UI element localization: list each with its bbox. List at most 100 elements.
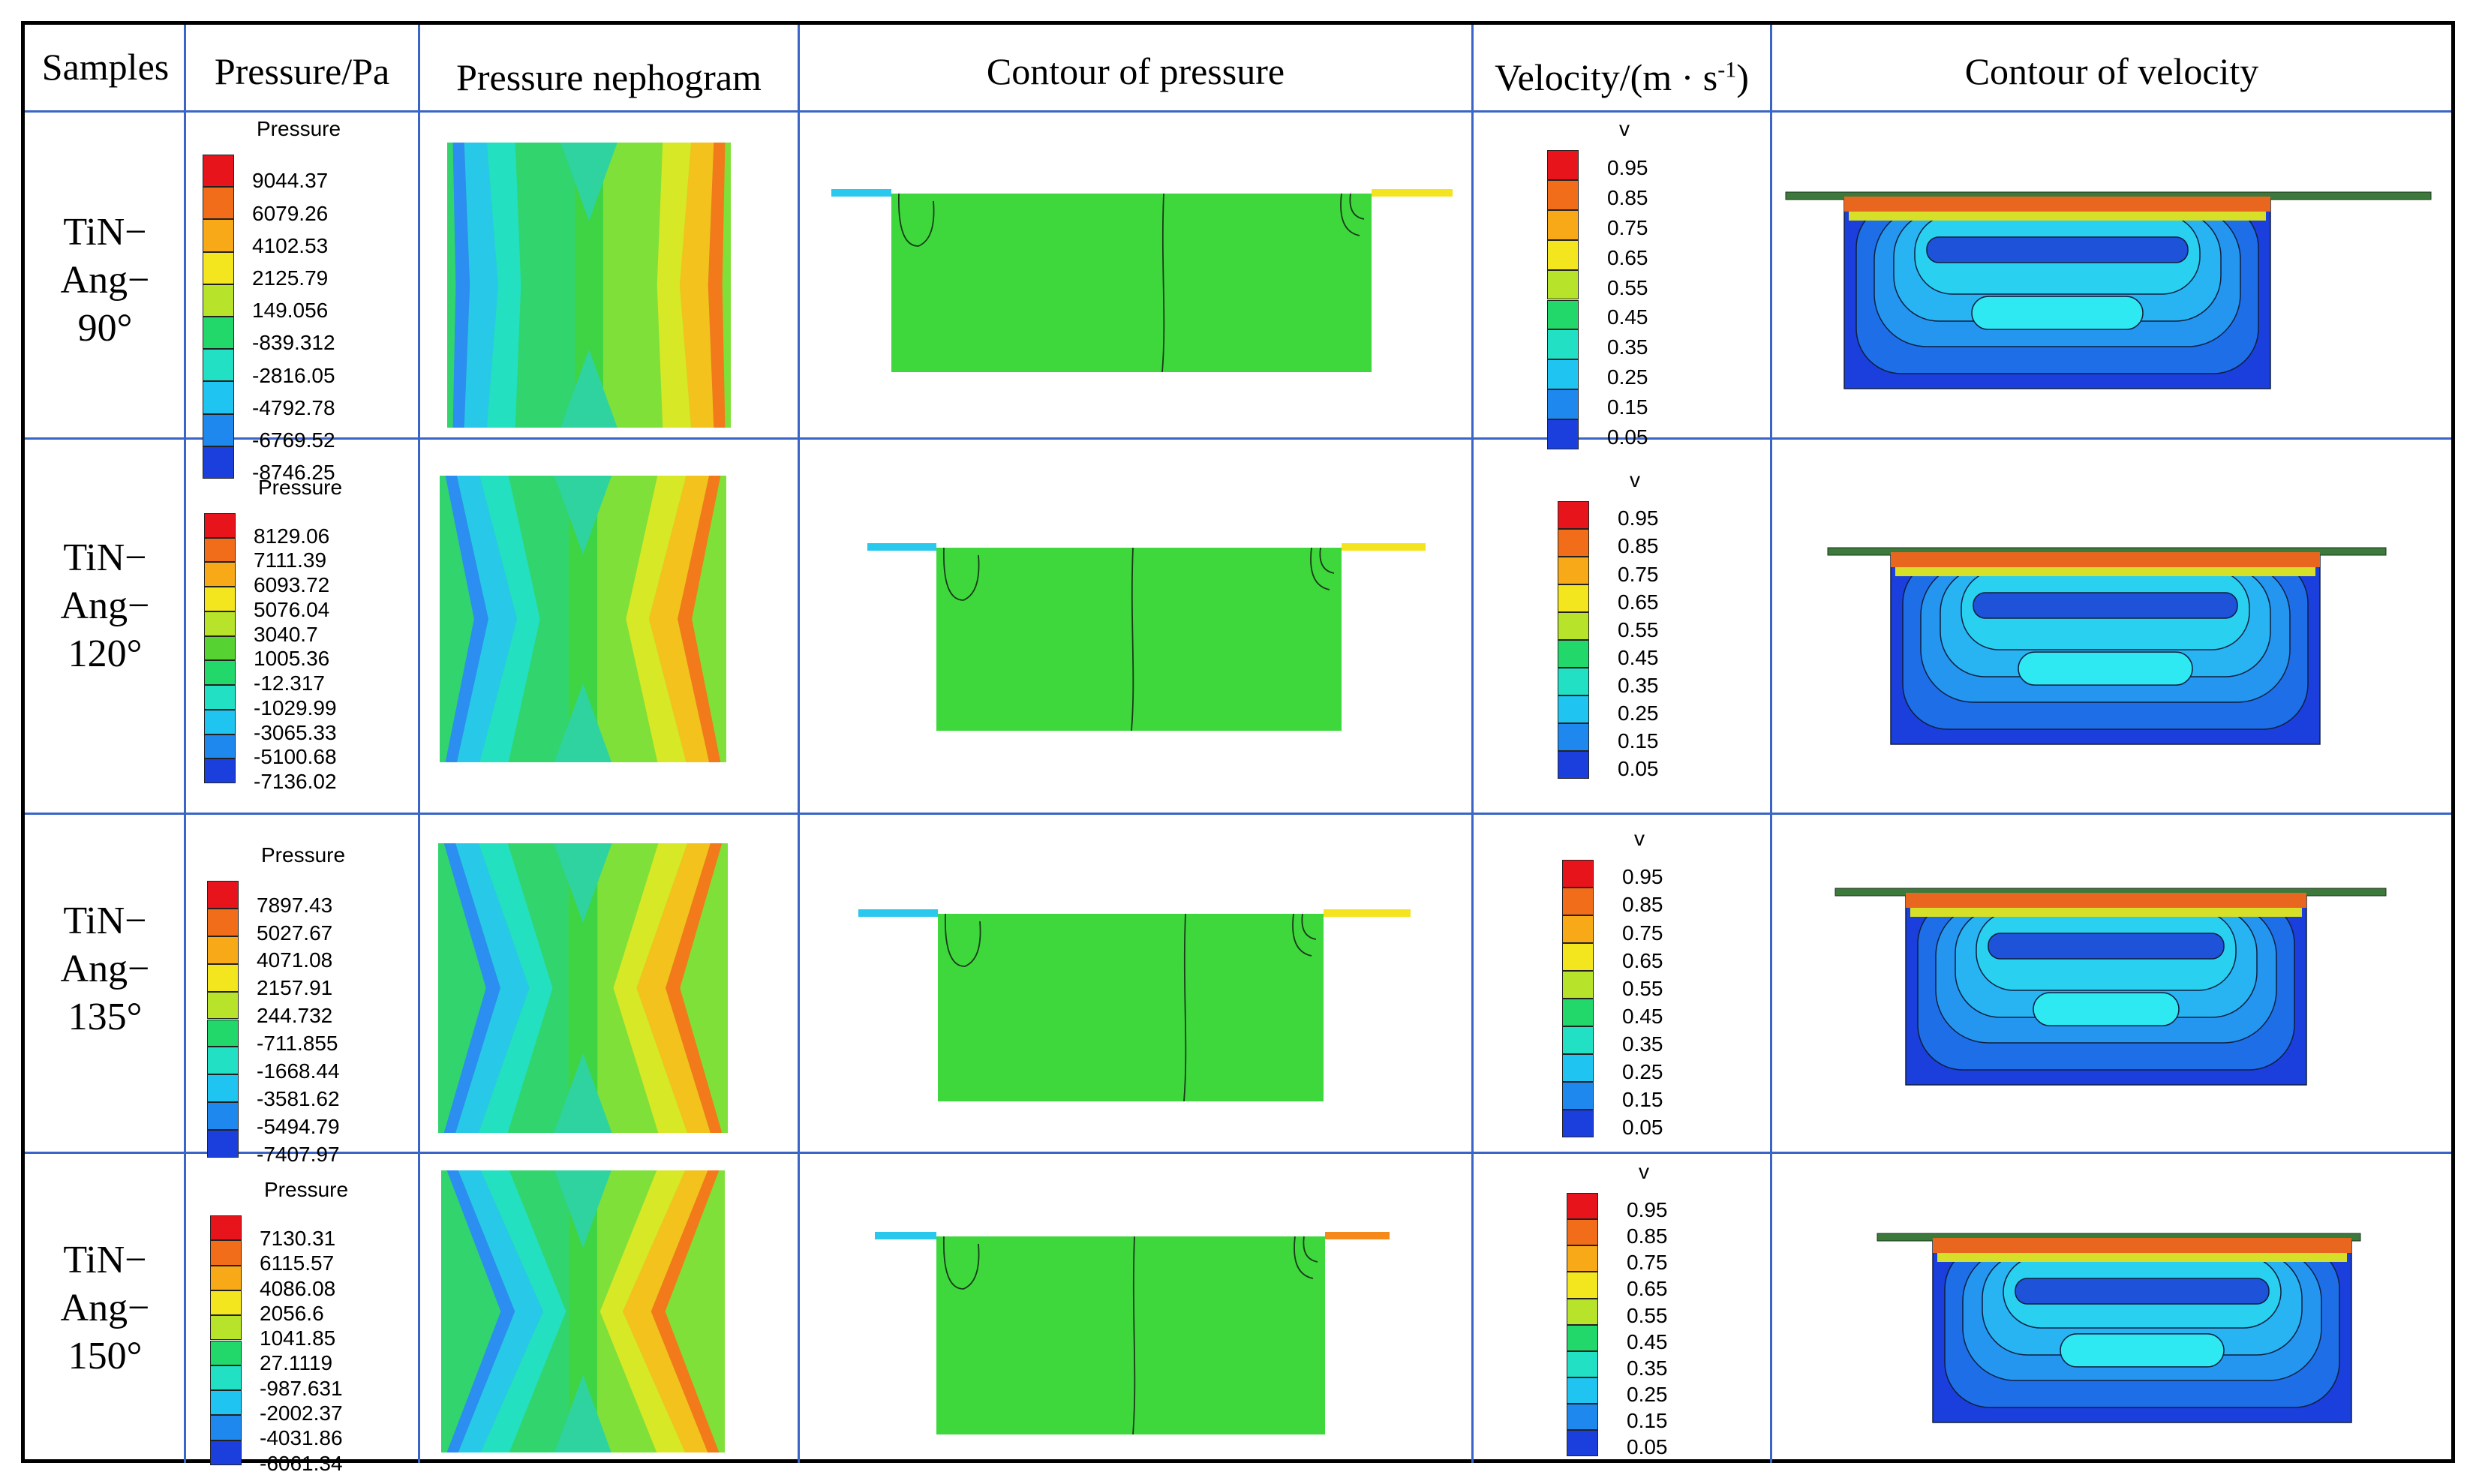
pressure-legend-value: 5027.67 — [257, 921, 333, 945]
pressure-legend-value: 6093.72 — [254, 573, 330, 597]
neph-left-chevron-light — [479, 843, 553, 1133]
legend-swatch — [1547, 209, 1579, 240]
legend-swatch — [207, 1019, 239, 1047]
pressure-legend-value: -3065.33 — [254, 720, 337, 744]
velocity-mid-zone — [1937, 1253, 2347, 1262]
pressure-legend-title: Pressure — [261, 843, 346, 867]
pressure-contour-domain — [936, 548, 1342, 731]
pressure-legend-value: -3581.62 — [257, 1086, 340, 1110]
velocity-legend-value: 0.65 — [1627, 1277, 1668, 1301]
velocity-legend-value: 0.15 — [1627, 1409, 1668, 1433]
velocity-legend-title: v — [1630, 468, 1640, 491]
neph-left-chevron — [455, 843, 530, 1133]
legend-swatch — [1547, 239, 1579, 270]
pressure-nephogram — [438, 843, 728, 1133]
velocity-legend-value: 0.25 — [1618, 701, 1659, 725]
pressure-legend-value: -2002.37 — [260, 1401, 343, 1425]
velocity-mid-zone — [1895, 567, 2315, 576]
velocity-legend-value: 0.85 — [1618, 534, 1659, 558]
legend-swatch — [1567, 1245, 1598, 1272]
velocity-legend-value: 0.85 — [1622, 893, 1663, 917]
legend-swatch — [210, 1265, 242, 1290]
legend-swatch — [207, 936, 239, 964]
sample-line: TiN− — [63, 536, 147, 579]
legend-swatch — [1558, 640, 1589, 668]
legend-swatch — [207, 908, 239, 936]
pressure-legend-value: -4031.86 — [260, 1426, 343, 1450]
legend-swatch — [1567, 1404, 1598, 1431]
pressure-isoline — [1132, 1236, 1136, 1435]
velocity-legend-value: 0.35 — [1607, 335, 1648, 359]
legend-swatch — [210, 1340, 242, 1365]
velocity-mid-zone — [1910, 908, 2302, 917]
sample-label-2: TiN− Ang− 120° — [30, 534, 180, 678]
legend-swatch — [203, 381, 234, 414]
neph-bottom-diamond — [554, 683, 612, 762]
pressure-legend-value: 7897.43 — [257, 893, 333, 917]
legend-swatch — [204, 537, 236, 563]
pressure-legend-value: 6115.57 — [260, 1251, 335, 1275]
velocity-legend-value: 0.15 — [1622, 1087, 1663, 1111]
velocity-legend-value: 0.25 — [1627, 1383, 1668, 1407]
legend-swatch — [207, 1074, 239, 1103]
legend-swatch — [210, 1240, 242, 1266]
velocity-legend-value: 0.35 — [1622, 1032, 1663, 1056]
velocity-layer — [1988, 933, 2225, 960]
neph-bottom-diamond — [560, 349, 617, 428]
velocity-layer — [1971, 296, 2144, 330]
legend-swatch — [1558, 668, 1589, 696]
pressure-isoline — [943, 1236, 980, 1290]
velocity-high-zone — [1891, 552, 2320, 567]
neph-left-chevron-dark — [445, 476, 488, 762]
legend-swatch — [203, 284, 234, 317]
pressure-legend-value: -839.312 — [252, 331, 335, 355]
pressure-isoline — [898, 193, 935, 247]
pressure-isoline — [945, 913, 981, 967]
velocity-legend-value: 0.55 — [1607, 275, 1648, 299]
velocity-legend-title: v — [1619, 117, 1630, 140]
pressure-isoline — [1292, 913, 1312, 957]
pressure-nephogram — [441, 1170, 725, 1452]
velocity-legend-value: 0.45 — [1622, 1004, 1663, 1028]
header-velocity-label: Velocity/(m · s — [1495, 56, 1718, 98]
legend-swatch — [1567, 1430, 1598, 1457]
neph-right-chevron-dark — [666, 843, 723, 1133]
legend-swatch — [1547, 389, 1579, 420]
velocity-legend-value: 0.95 — [1607, 155, 1648, 179]
legend-swatch — [1547, 150, 1579, 180]
neph-top-diamond — [554, 843, 612, 924]
grid-line — [798, 25, 800, 1463]
velocity-legend-value: 0.15 — [1618, 728, 1659, 753]
legend-swatch — [1558, 501, 1589, 530]
velocity-legend-value: 0.75 — [1622, 921, 1663, 945]
velocity-legend-value: 0.25 — [1622, 1059, 1663, 1083]
outlet-bar — [1342, 543, 1426, 551]
velocity-layer — [1973, 592, 2238, 619]
legend-swatch — [204, 513, 236, 538]
velocity-layer — [1926, 236, 2189, 263]
velocity-high-zone — [1844, 197, 2270, 212]
pressure-legend-value: -987.631 — [260, 1376, 343, 1400]
inlet-bar — [831, 189, 891, 197]
legend-swatch — [203, 251, 234, 284]
sample-label-4: TiN− Ang− 150° — [30, 1236, 180, 1380]
sample-label-3: TiN− Ang− 135° — [30, 897, 180, 1041]
neph-left-chevron-dark — [443, 843, 500, 1133]
pressure-contour-domain — [938, 914, 1324, 1101]
sample-line: 135° — [68, 996, 143, 1038]
inlet-bar — [875, 1232, 936, 1239]
pressure-legend-value: 4102.53 — [252, 233, 329, 257]
legend-swatch — [1547, 359, 1579, 390]
legend-swatch — [210, 1315, 242, 1341]
legend-swatch — [1558, 723, 1589, 752]
neph-left-chevron — [458, 1170, 544, 1452]
neph-left-chevron-dark — [452, 143, 470, 428]
legend-swatch — [1567, 1377, 1598, 1404]
header-velocity-close: ) — [1736, 56, 1749, 98]
legend-swatch — [204, 709, 236, 734]
sample-line: TiN− — [63, 211, 147, 254]
velocity-legend-title: v — [1639, 1160, 1649, 1183]
